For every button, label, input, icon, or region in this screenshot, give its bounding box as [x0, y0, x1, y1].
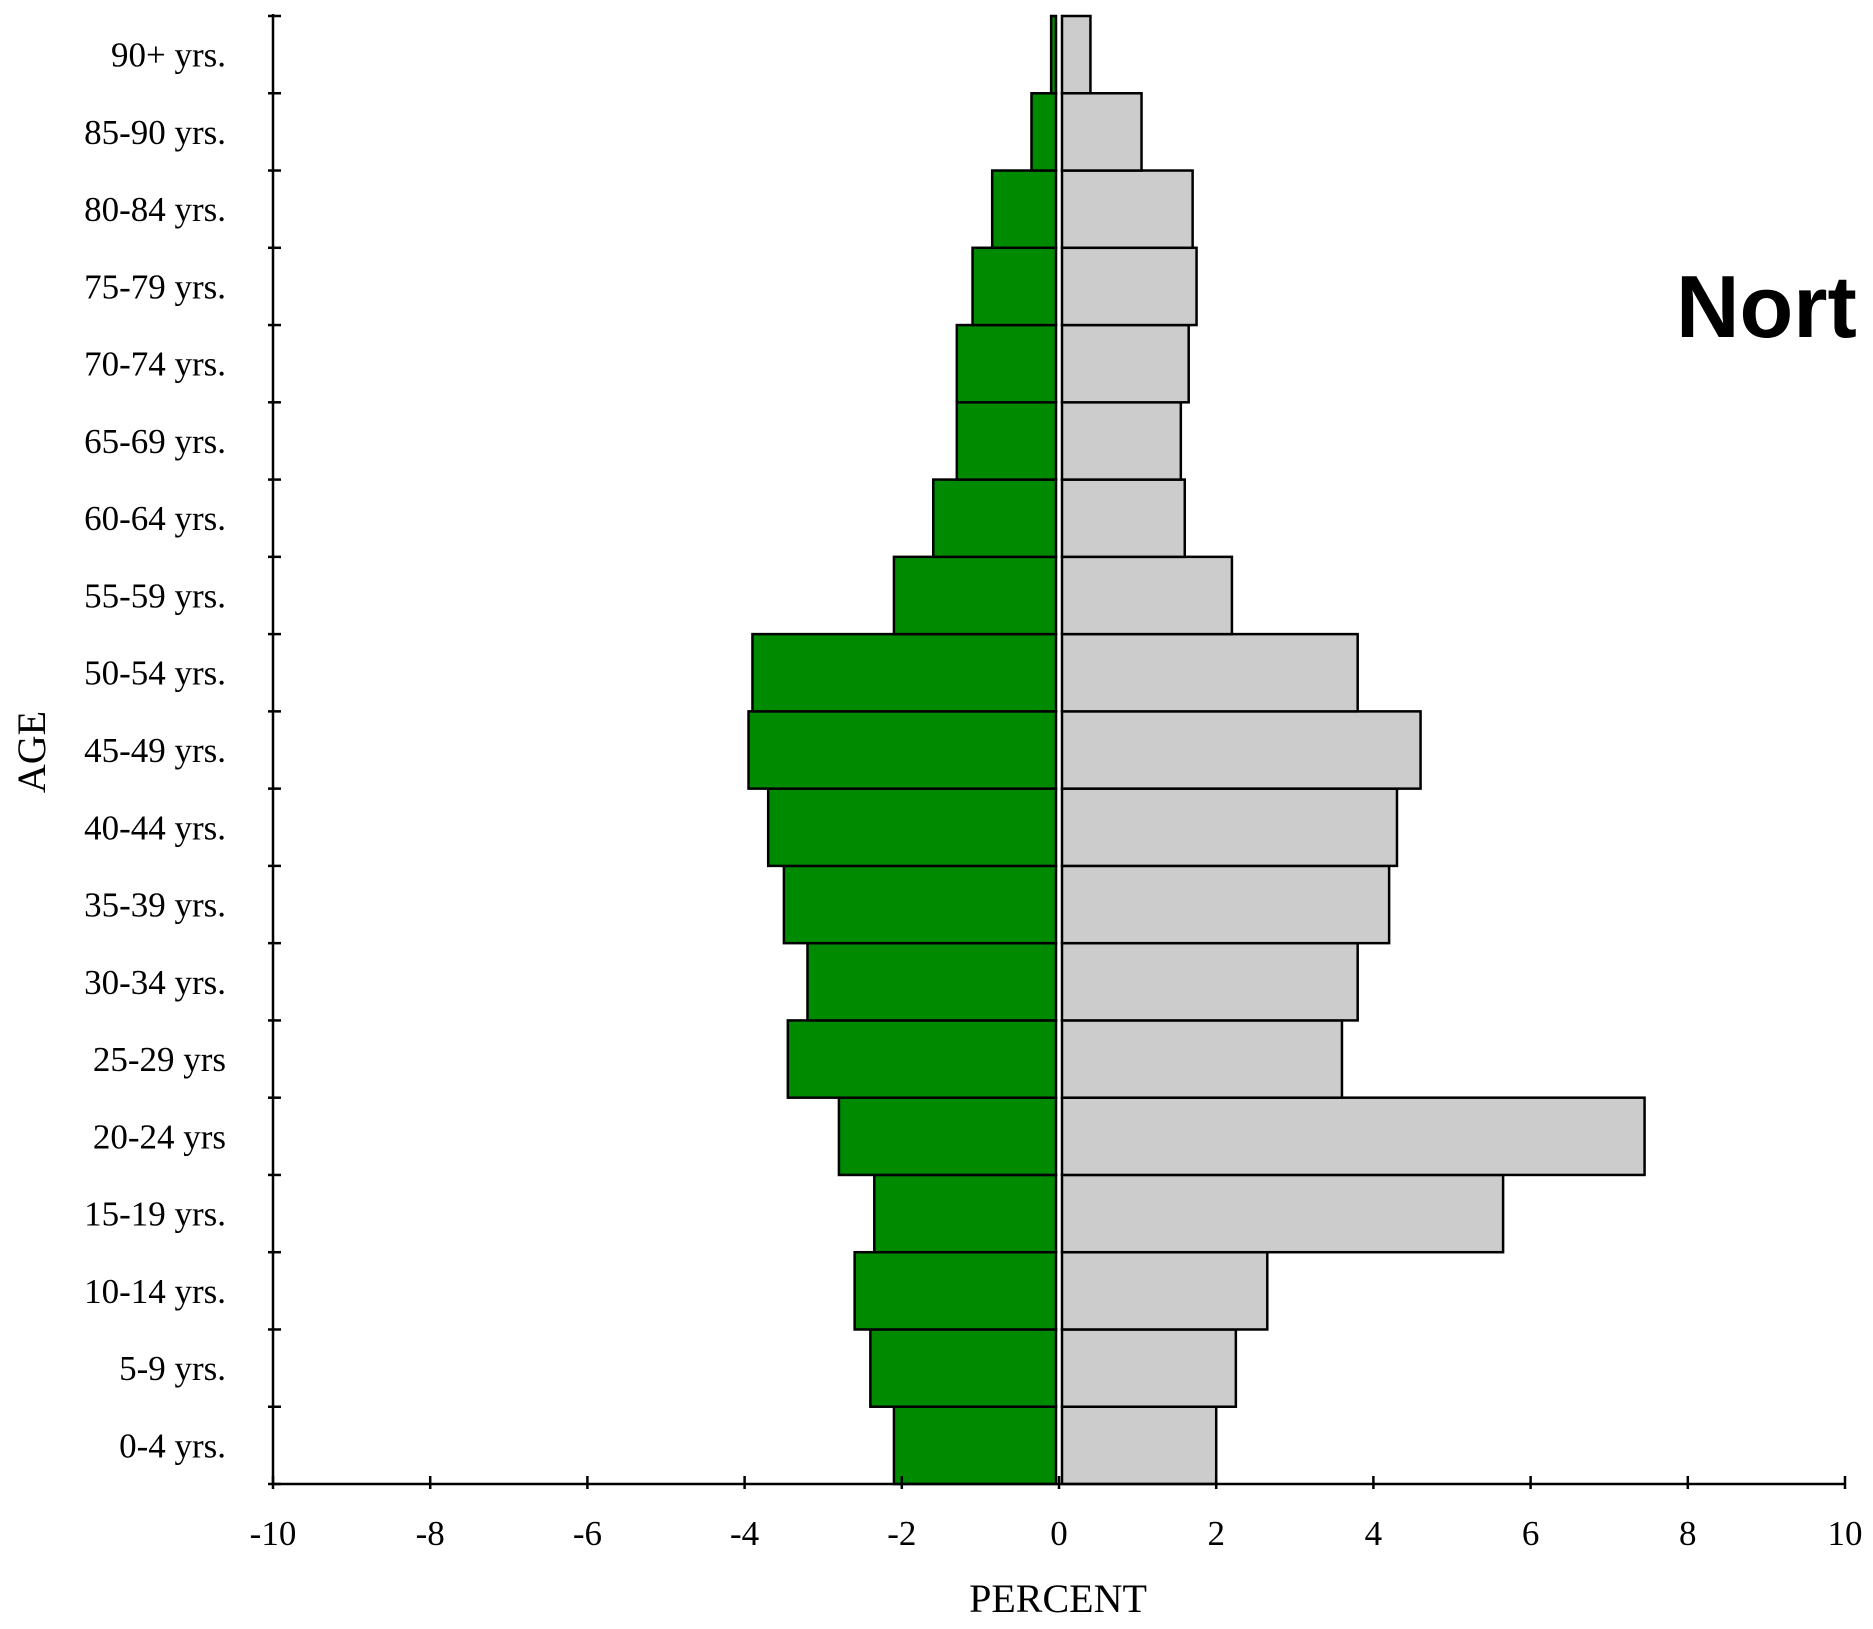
y-tick-label: 45-49 yrs. [84, 731, 226, 770]
bar-left [853, 1250, 1058, 1331]
y-tick-label: 50-54 yrs. [84, 654, 226, 693]
y-tick-label: 55-59 yrs. [84, 576, 226, 615]
bar-left [892, 555, 1058, 636]
bar-right [1060, 1096, 1646, 1177]
y-tick-label: 15-19 yrs. [84, 1195, 226, 1234]
x-tick-label: -6 [573, 1514, 602, 1553]
bar-right [1060, 632, 1359, 713]
right-series-bars [1060, 14, 1646, 1486]
bar-left [1030, 92, 1058, 172]
x-tick-label: -8 [416, 1514, 445, 1553]
bar-left [751, 632, 1058, 713]
x-tick-label: -10 [250, 1514, 297, 1553]
bar-right [1060, 1250, 1269, 1331]
bar-left [990, 169, 1058, 250]
y-tick-labels: 0-4 yrs. 5-9 yrs. 10-14 yrs. 15-19 yrs. 20-2… [84, 36, 226, 1466]
y-tick-label: 40-44 yrs. [84, 808, 226, 847]
y-tick-label: 35-39 yrs. [84, 886, 226, 925]
y-tick-label: 60-64 yrs. [84, 499, 226, 538]
bar-right [1060, 864, 1391, 945]
y-tick-label: 85-90 yrs. [84, 113, 226, 152]
bar-left [955, 323, 1058, 404]
bar-left [837, 1096, 1058, 1177]
bar-right [1060, 169, 1194, 250]
x-tick-labels: -10 -8 -6 -4 -2 0 2 4 6 8 10 [250, 1514, 1863, 1553]
bar-left [955, 401, 1058, 481]
y-tick-label: 80-84 yrs. [84, 190, 226, 229]
bar-left [806, 941, 1058, 1022]
bar-right [1060, 246, 1198, 327]
bar-right [1060, 92, 1143, 172]
chart-title: Nort [1676, 257, 1857, 356]
x-tick-label: -2 [887, 1514, 916, 1553]
bar-right [1060, 1405, 1218, 1486]
bar-right [1060, 555, 1234, 636]
bar-left [782, 864, 1058, 945]
bar-left [971, 246, 1058, 327]
bar-right [1060, 1328, 1238, 1408]
y-tick-label: 5-9 yrs. [119, 1349, 226, 1388]
bar-left [786, 1019, 1058, 1099]
bar-left [869, 1328, 1058, 1408]
bar-right [1060, 787, 1399, 868]
y-tick-label: 65-69 yrs. [84, 422, 226, 461]
x-tick-label: 4 [1365, 1514, 1383, 1553]
y-tick-label: 75-79 yrs. [84, 267, 226, 306]
y-tick-label: 30-34 yrs. [84, 963, 226, 1002]
x-axis-title: PERCENT [969, 1576, 1147, 1621]
bar-left [892, 1405, 1058, 1486]
y-tick-label: 20-24 yrs [93, 1117, 226, 1156]
x-tick-label: 2 [1207, 1514, 1225, 1553]
bar-right [1060, 710, 1422, 790]
bar-right [1060, 1019, 1344, 1099]
bar-right [1060, 478, 1187, 559]
y-tick-label: 10-14 yrs. [84, 1272, 226, 1311]
bar-right [1060, 14, 1092, 95]
bar-left [766, 787, 1058, 868]
x-tick-label: 0 [1050, 1514, 1068, 1553]
x-tick-label: 8 [1679, 1514, 1697, 1553]
x-tick-label: 10 [1828, 1514, 1863, 1553]
bar-right [1060, 323, 1190, 404]
bar-left [1049, 14, 1058, 95]
y-tick-label: 70-74 yrs. [84, 345, 226, 384]
y-tick-label: 25-29 yrs [93, 1040, 226, 1079]
y-tick-label: 90+ yrs. [111, 36, 226, 75]
bar-right [1060, 941, 1359, 1022]
bar-left [747, 710, 1058, 790]
bar-left [931, 478, 1058, 559]
y-axis-title: AGE [9, 711, 54, 793]
left-series-bars [747, 14, 1058, 1486]
y-tick-label: 0-4 yrs. [119, 1426, 226, 1465]
x-tick-label: -4 [730, 1514, 759, 1553]
bar-right [1060, 401, 1183, 481]
axes [268, 14, 1847, 1489]
x-tick-label: 6 [1522, 1514, 1540, 1553]
bar-left [873, 1173, 1058, 1254]
bar-right [1060, 1173, 1505, 1254]
